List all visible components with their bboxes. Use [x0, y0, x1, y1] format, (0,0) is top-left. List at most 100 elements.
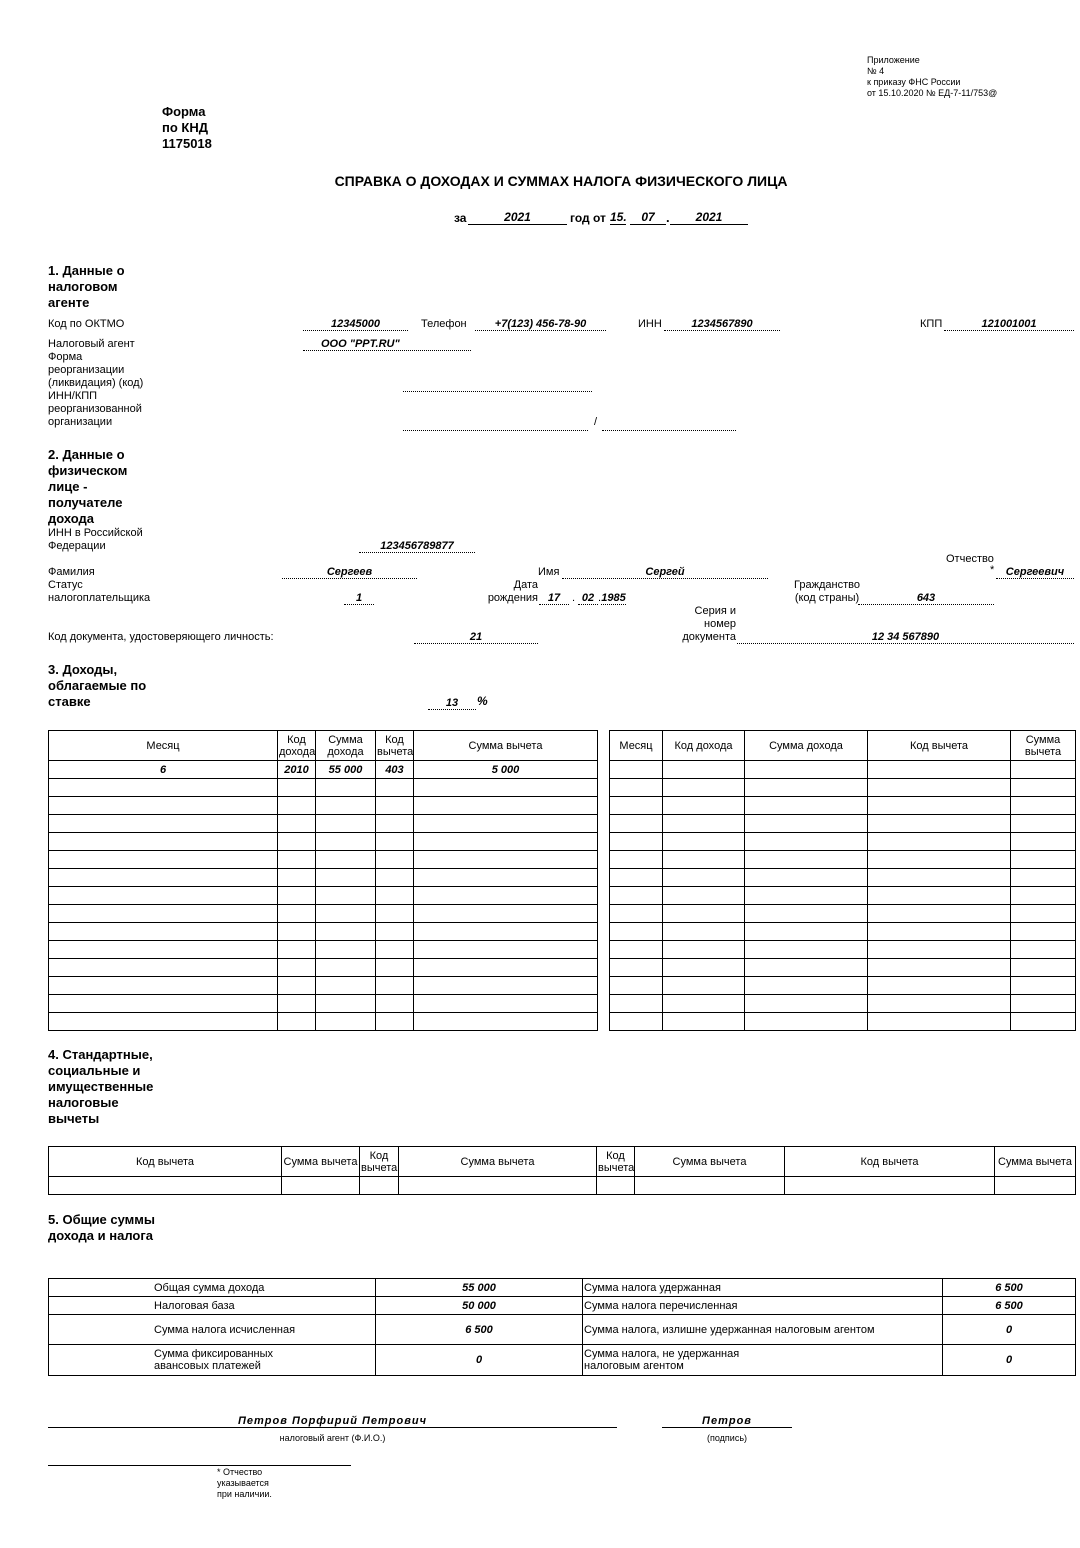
cell[interactable]	[359, 1176, 399, 1195]
cell[interactable]	[609, 958, 663, 977]
cell[interactable]	[744, 976, 868, 995]
cell[interactable]	[48, 1176, 282, 1195]
cell[interactable]	[413, 940, 598, 959]
cell[interactable]	[277, 886, 316, 905]
cell[interactable]	[48, 778, 278, 797]
oktmo-field[interactable]: 12345000	[303, 318, 408, 331]
cell[interactable]	[413, 832, 598, 851]
cell[interactable]	[1010, 760, 1076, 779]
cell-deduction-sum[interactable]: 5 000	[413, 760, 598, 779]
cell[interactable]	[315, 976, 376, 995]
cell[interactable]	[413, 814, 598, 833]
cell[interactable]	[375, 796, 414, 815]
cell[interactable]	[744, 1012, 868, 1031]
name-field[interactable]: Сергей	[562, 566, 768, 579]
cell[interactable]	[277, 778, 316, 797]
surname-field[interactable]: Сергеев	[282, 566, 417, 579]
birth-day-field[interactable]: 17	[539, 592, 569, 605]
cell[interactable]	[744, 832, 868, 851]
doc-day-field[interactable]: 15.	[610, 210, 627, 225]
cell-income-sum[interactable]: 55 000	[315, 760, 376, 779]
cell[interactable]	[1010, 868, 1076, 887]
cell[interactable]	[784, 1176, 995, 1195]
cell[interactable]	[375, 868, 414, 887]
cell[interactable]	[609, 832, 663, 851]
cell[interactable]	[1010, 850, 1076, 869]
cell[interactable]	[744, 886, 868, 905]
cell[interactable]	[315, 832, 376, 851]
kpp-field[interactable]: 121001001	[944, 318, 1074, 331]
cell[interactable]	[744, 796, 868, 815]
cell[interactable]	[375, 778, 414, 797]
cell-income-code[interactable]: 2010	[277, 760, 316, 779]
cell[interactable]	[744, 940, 868, 959]
cell[interactable]	[413, 922, 598, 941]
cell[interactable]	[315, 886, 376, 905]
cell[interactable]	[375, 814, 414, 833]
cell[interactable]	[662, 868, 745, 887]
cell[interactable]	[1010, 940, 1076, 959]
cell[interactable]	[662, 976, 745, 995]
cell[interactable]	[277, 814, 316, 833]
cell[interactable]	[277, 1012, 316, 1031]
cell[interactable]	[315, 994, 376, 1013]
tax-paid-value[interactable]: 6 500	[942, 1296, 1076, 1315]
birth-month-field[interactable]: 02	[578, 592, 598, 605]
signature-field[interactable]: Петров	[662, 1415, 792, 1428]
cell[interactable]	[596, 1176, 635, 1195]
tax-calculated-value[interactable]: 6 500	[375, 1314, 583, 1345]
year-field[interactable]: 2021	[468, 210, 567, 225]
cell[interactable]	[1010, 832, 1076, 851]
cell[interactable]	[413, 886, 598, 905]
cell[interactable]	[413, 958, 598, 977]
cell[interactable]	[867, 778, 1011, 797]
cell[interactable]	[1010, 796, 1076, 815]
doc-month-field[interactable]: 07	[630, 210, 666, 225]
cell[interactable]	[48, 958, 278, 977]
cell[interactable]	[662, 814, 745, 833]
cell[interactable]	[867, 814, 1011, 833]
cell[interactable]	[1010, 994, 1076, 1013]
cell[interactable]	[662, 778, 745, 797]
cell[interactable]	[48, 940, 278, 959]
cell[interactable]	[867, 940, 1011, 959]
cell[interactable]	[867, 922, 1011, 941]
cell[interactable]	[375, 886, 414, 905]
cell[interactable]	[315, 940, 376, 959]
cell[interactable]	[1010, 778, 1076, 797]
cell[interactable]	[48, 868, 278, 887]
fixed-advance-value[interactable]: 0	[375, 1344, 583, 1376]
cell[interactable]	[744, 958, 868, 977]
citizenship-field[interactable]: 643	[858, 592, 994, 605]
cell[interactable]	[277, 994, 316, 1013]
cell[interactable]	[609, 814, 663, 833]
reorg-kpp-field[interactable]	[602, 417, 736, 431]
cell[interactable]	[375, 958, 414, 977]
cell[interactable]	[662, 886, 745, 905]
cell[interactable]	[1010, 904, 1076, 923]
cell[interactable]	[609, 904, 663, 923]
cell[interactable]	[1010, 1012, 1076, 1031]
cell[interactable]	[413, 850, 598, 869]
cell[interactable]	[48, 994, 278, 1013]
phone-field[interactable]: +7(123) 456-78-90	[475, 318, 606, 331]
cell[interactable]	[315, 850, 376, 869]
cell[interactable]	[277, 958, 316, 977]
cell[interactable]	[315, 1012, 376, 1031]
cell[interactable]	[744, 778, 868, 797]
cell[interactable]	[48, 1012, 278, 1031]
cell[interactable]	[375, 922, 414, 941]
cell[interactable]	[277, 922, 316, 941]
cell-month[interactable]: 6	[48, 760, 278, 779]
cell[interactable]	[1010, 976, 1076, 995]
cell[interactable]	[48, 904, 278, 923]
status-field[interactable]: 1	[344, 592, 374, 605]
cell[interactable]	[315, 958, 376, 977]
agent-field[interactable]: ООО "PPT.RU"	[303, 338, 471, 351]
cell[interactable]	[277, 904, 316, 923]
tax-overwithheld-value[interactable]: 0	[942, 1314, 1076, 1345]
cell[interactable]	[277, 850, 316, 869]
cell[interactable]	[609, 994, 663, 1013]
total-income-value[interactable]: 55 000	[375, 1278, 583, 1297]
cell[interactable]	[662, 940, 745, 959]
